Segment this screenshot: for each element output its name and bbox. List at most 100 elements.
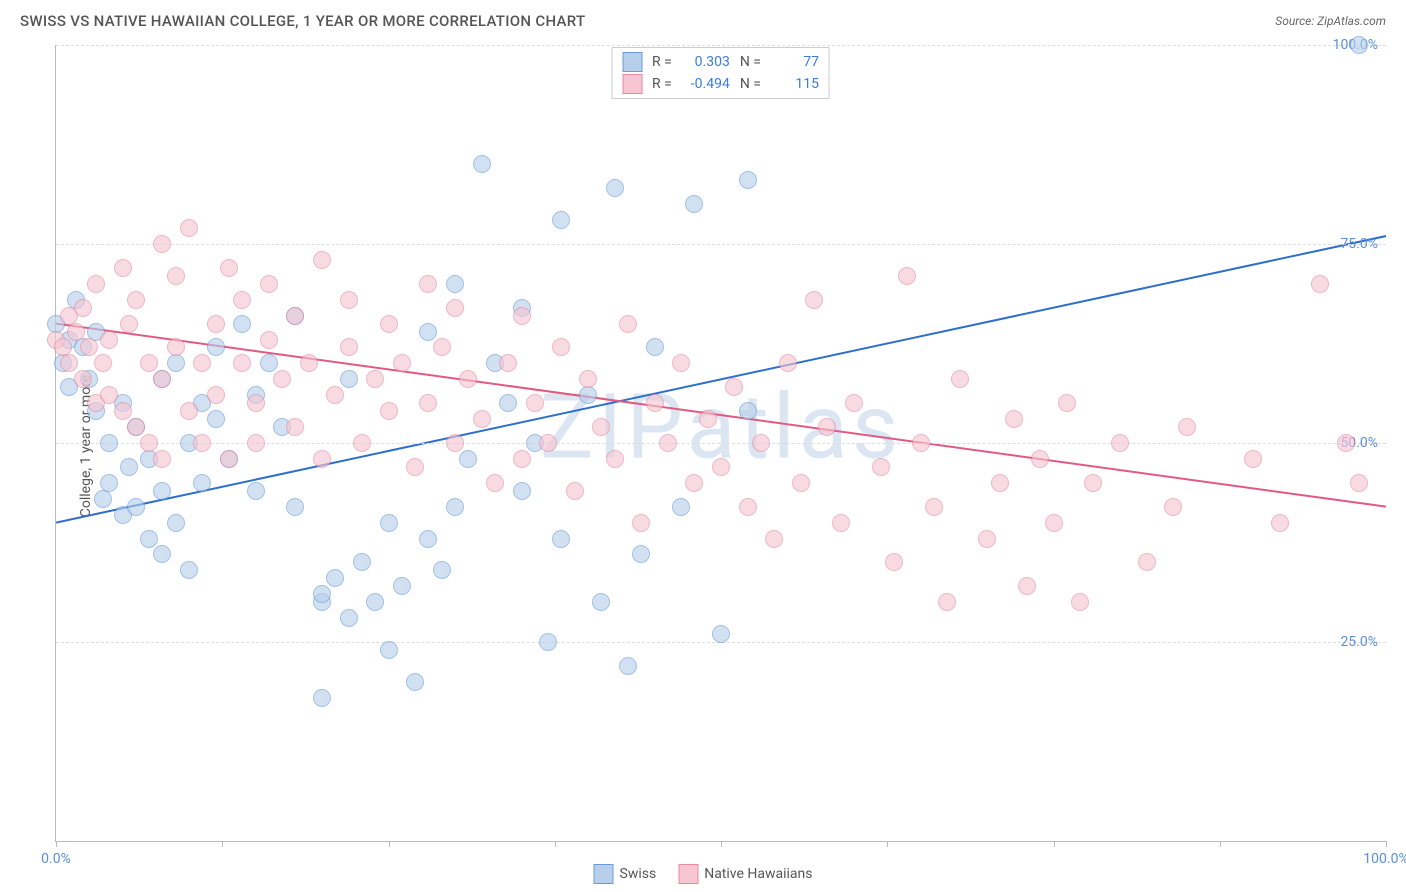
data-point [646, 338, 664, 356]
data-point [366, 593, 384, 611]
data-point [419, 275, 437, 293]
data-point [433, 561, 451, 579]
gridline [56, 244, 1386, 245]
data-point [120, 315, 138, 333]
data-point [978, 530, 996, 548]
r-label: R = [652, 54, 672, 70]
data-point [739, 171, 757, 189]
chart-title: SWISS VS NATIVE HAWAIIAN COLLEGE, 1 YEAR… [20, 12, 585, 30]
r-label: R = [652, 76, 672, 92]
series-swatch [622, 52, 642, 72]
source-attribution: Source: ZipAtlas.com [1275, 14, 1386, 28]
data-point [353, 553, 371, 571]
data-point [446, 275, 464, 293]
data-point [100, 331, 118, 349]
data-point [552, 338, 570, 356]
data-point [459, 370, 477, 388]
data-point [1178, 418, 1196, 436]
data-point [94, 490, 112, 508]
data-point [632, 545, 650, 563]
data-point [739, 402, 757, 420]
x-tick [1054, 841, 1055, 847]
data-point [419, 530, 437, 548]
x-tick [555, 841, 556, 847]
data-point [180, 561, 198, 579]
data-point [592, 418, 610, 436]
data-point [167, 514, 185, 532]
data-point [898, 267, 916, 285]
data-point [247, 394, 265, 412]
data-point [340, 291, 358, 309]
data-point [233, 291, 251, 309]
n-value: 77 [771, 54, 819, 70]
data-point [712, 625, 730, 643]
data-point [672, 498, 690, 516]
data-point [1045, 514, 1063, 532]
data-point [286, 307, 304, 325]
data-point [592, 593, 610, 611]
data-point [140, 530, 158, 548]
data-point [313, 585, 331, 603]
data-point [153, 450, 171, 468]
data-point [247, 482, 265, 500]
data-point [100, 434, 118, 452]
data-point [499, 354, 517, 372]
data-point [446, 498, 464, 516]
data-point [792, 474, 810, 492]
data-point [340, 370, 358, 388]
data-point [94, 354, 112, 372]
data-point [207, 338, 225, 356]
data-point [380, 641, 398, 659]
data-point [845, 394, 863, 412]
stats-row: R =-0.494N =115 [622, 73, 819, 95]
data-point [167, 267, 185, 285]
data-point [606, 179, 624, 197]
series-swatch [622, 74, 642, 94]
data-point [526, 394, 544, 412]
data-point [951, 370, 969, 388]
data-point [513, 307, 531, 325]
data-point [685, 474, 703, 492]
data-point [685, 195, 703, 213]
data-point [193, 434, 211, 452]
data-point [326, 386, 344, 404]
data-point [712, 458, 730, 476]
data-point [579, 370, 597, 388]
data-point [1244, 450, 1262, 468]
data-point [1084, 474, 1102, 492]
data-point [100, 386, 118, 404]
data-point [153, 482, 171, 500]
data-point [938, 593, 956, 611]
data-point [100, 474, 118, 492]
data-point [207, 315, 225, 333]
data-point [513, 482, 531, 500]
data-point [699, 410, 717, 428]
data-point [114, 402, 132, 420]
legend-swatch [678, 864, 698, 884]
data-point [1350, 474, 1368, 492]
data-point [885, 553, 903, 571]
data-point [499, 394, 517, 412]
data-point [1164, 498, 1182, 516]
x-tick [222, 841, 223, 847]
trend-line [56, 236, 1386, 523]
data-point [539, 434, 557, 452]
data-point [326, 569, 344, 587]
data-point [153, 370, 171, 388]
data-point [991, 474, 1009, 492]
data-point [153, 235, 171, 253]
y-tick-label: 25.0% [1340, 634, 1378, 650]
data-point [393, 577, 411, 595]
data-point [459, 450, 477, 468]
data-point [380, 402, 398, 420]
data-point [1271, 514, 1289, 532]
data-point [247, 434, 265, 452]
gridline [56, 45, 1386, 46]
correlation-stats-box: R =0.303N =77R =-0.494N =115 [611, 47, 830, 99]
x-tick-label: 100.0% [1363, 851, 1406, 867]
data-point [513, 450, 531, 468]
data-point [1337, 434, 1355, 452]
data-point [872, 458, 890, 476]
data-point [419, 394, 437, 412]
data-point [486, 474, 504, 492]
